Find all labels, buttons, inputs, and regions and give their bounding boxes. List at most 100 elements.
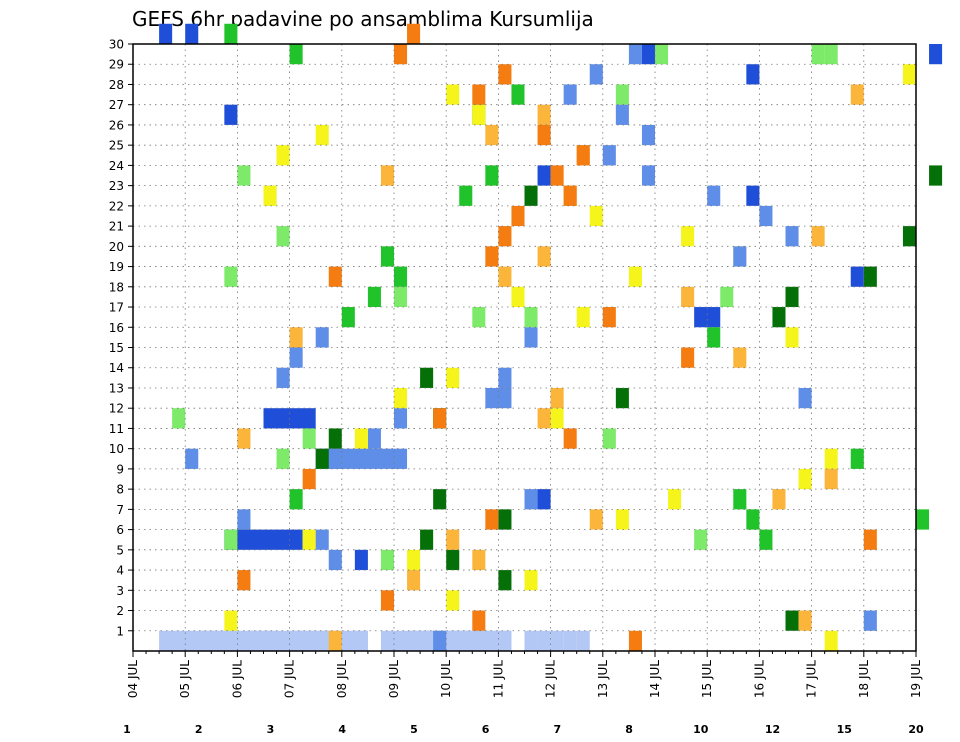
heat-cell [159,23,173,44]
heat-cell [394,387,408,409]
heat-cell [602,428,616,449]
heat-cell [681,286,695,308]
heat-cell [485,387,512,409]
heat-cell [537,124,551,146]
x-tick-label: 16 JUL [752,660,766,698]
heat-cell [172,408,186,429]
heat-cell [498,509,512,530]
x-tick-label: 19 JUL [909,660,923,698]
heat-cell [929,165,943,186]
heat-cell [537,104,551,125]
heat-cell [785,286,799,308]
heat-cell [459,630,473,651]
y-tick-label: 7 [116,503,124,517]
heat-cell [589,64,603,85]
heat-cell [824,468,838,490]
heat-cell [237,570,251,591]
heat-cell [694,307,721,328]
x-axis: 04 JUL 05 JUL 06 JUL 07 JUL 08 JUL 09 JUL 10 J… [126,651,923,698]
heat-cell [472,104,486,125]
heat-cell [850,84,864,105]
heat-cell [485,630,512,651]
heat-cell [563,428,577,449]
y-tick-label: 29 [109,58,124,72]
y-tick-label: 25 [109,139,124,153]
heat-cell [550,387,564,409]
heat-cell [224,104,238,125]
heat-cell [420,367,434,388]
y-tick-label: 4 [116,564,124,578]
x-tick-label: 13 JUL [596,660,610,698]
x-tick-label: 08 JUL [335,660,349,698]
heat-cell [615,509,629,530]
y-tick-label: 5 [116,543,124,557]
heat-cell [472,610,486,631]
heat-cell [472,549,486,571]
heat-cell [315,327,329,348]
heat-cell [615,84,629,105]
heat-cell [276,367,290,388]
heat-cell [380,590,394,611]
heat-cell [628,266,642,287]
heat-cell [511,205,525,227]
x-tick-label: 07 JUL [283,660,297,698]
heat-cell [380,630,394,651]
x-tick-label: 10 JUL [439,660,453,698]
chart-title: GEFS 6hr padavine po ansamblima Kursumli… [132,7,594,31]
heat-cell [354,428,368,449]
x-tick-label: 06 JUL [230,660,244,698]
y-tick-label: 18 [109,280,124,294]
heat-cell [576,307,590,328]
heat-cell [916,509,930,530]
colorbar-label: 2 [195,723,203,736]
heat-cell [602,307,616,328]
heat-cell [707,327,721,348]
heat-cell [759,529,773,550]
heat-cell [394,266,408,287]
heat-cell [328,428,342,449]
y-tick-label: 13 [109,381,124,395]
heat-cell [733,489,747,510]
heat-cell [367,286,381,308]
heat-cell [433,489,447,510]
heat-cell [668,489,682,510]
heat-cell [446,549,460,571]
x-tick-label: 12 JUL [544,660,558,698]
heat-cell [302,630,316,651]
heat-cell [550,630,564,651]
heat-cell [563,84,577,105]
heat-cell [328,448,408,469]
heat-cell [707,185,721,206]
heat-cell [485,165,499,186]
heat-cell [459,185,473,206]
heat-cell [289,44,303,65]
heat-cell [511,286,525,308]
x-tick-label: 05 JUL [178,660,192,698]
heat-cell [237,165,251,186]
heat-cell [902,64,916,85]
y-tick-label: 20 [109,240,124,254]
heat-cell [485,246,499,267]
heat-cell [407,570,421,591]
heat-cell [498,570,512,591]
heat-cell [681,347,695,368]
grid-layer [133,44,916,651]
x-tick-label: 09 JUL [387,660,401,698]
heat-cell [550,408,564,429]
heat-cell [302,468,316,490]
heat-cell [615,387,629,409]
colorbar-label: 20 [908,723,924,736]
heat-cell [328,549,342,571]
heat-cell [563,185,577,206]
heat-cell [537,165,551,186]
y-tick-label: 10 [109,442,124,456]
y-tick-label: 23 [109,179,124,193]
heat-cell [328,630,342,651]
colorbar-label: 12 [765,723,780,736]
heat-cell [863,610,877,631]
heat-cell [185,23,199,44]
y-tick-label: 19 [109,260,124,274]
heat-cell [602,145,616,166]
heat-cell [902,226,916,247]
heat-cell [433,630,447,651]
